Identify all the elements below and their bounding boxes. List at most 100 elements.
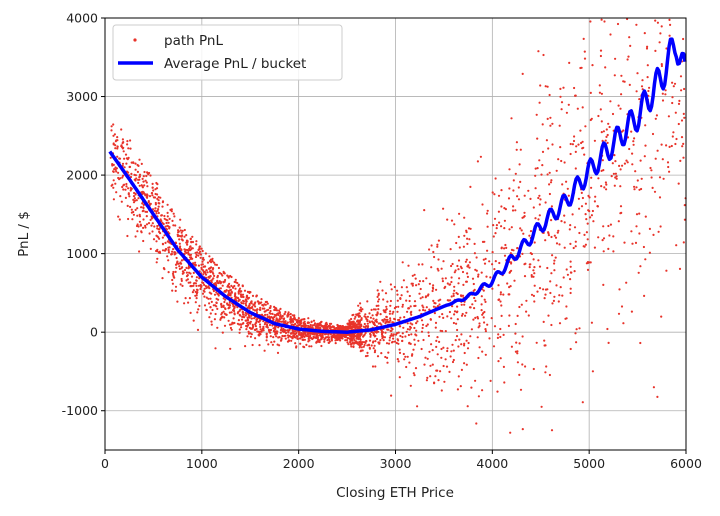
scatter-point <box>269 305 272 308</box>
scatter-point <box>183 235 186 238</box>
scatter-point <box>279 331 282 334</box>
scatter-point <box>183 302 186 305</box>
scatter-point <box>457 375 460 378</box>
scatter-point <box>591 370 595 373</box>
scatter-point <box>228 304 232 307</box>
scatter-point <box>478 346 481 349</box>
scatter-point <box>379 322 382 325</box>
scatter-point <box>121 162 125 165</box>
scatter-point <box>682 112 685 115</box>
scatter-point <box>560 159 563 163</box>
scatter-point <box>483 298 486 301</box>
scatter-point <box>274 327 277 331</box>
scatter-point <box>154 203 157 206</box>
scatter-point <box>602 225 605 228</box>
scatter-point <box>525 310 528 313</box>
scatter-point <box>201 249 204 253</box>
scatter-point <box>195 292 198 295</box>
scatter-point <box>250 317 253 320</box>
scatter-point <box>409 325 412 328</box>
scatter-point <box>374 319 377 322</box>
scatter-point <box>610 175 613 178</box>
scatter-point <box>232 305 235 308</box>
scatter-point <box>243 289 247 292</box>
scatter-point <box>227 275 230 278</box>
scatter-point <box>544 239 547 242</box>
scatter-point <box>393 318 397 321</box>
scatter-point <box>227 285 230 288</box>
scatter-point <box>372 333 375 337</box>
scatter-point <box>456 318 459 321</box>
scatter-point <box>626 161 629 164</box>
scatter-point <box>189 245 192 248</box>
scatter-point <box>228 306 231 309</box>
scatter-point <box>547 232 550 235</box>
scatter-point <box>665 269 668 272</box>
scatter-point <box>599 54 603 58</box>
scatter-point <box>499 293 502 296</box>
scatter-point <box>115 167 118 170</box>
scatter-point <box>405 286 408 289</box>
scatter-point <box>356 341 359 344</box>
scatter-point <box>569 287 572 290</box>
scatter-point <box>441 280 444 283</box>
scatter-point <box>600 120 603 123</box>
scatter-point <box>206 286 209 289</box>
scatter-point <box>312 319 316 322</box>
scatter-point <box>379 280 382 283</box>
scatter-point <box>336 323 339 327</box>
scatter-point <box>172 212 175 215</box>
scatter-point <box>544 371 547 374</box>
scatter-point <box>240 293 243 297</box>
scatter-point <box>323 325 326 328</box>
scatter-point <box>675 244 678 247</box>
scatter-point <box>562 276 565 279</box>
scatter-point <box>199 253 202 256</box>
scatter-point <box>402 279 405 282</box>
scatter-point <box>516 247 519 250</box>
scatter-point <box>134 174 137 177</box>
scatter-point <box>606 327 609 331</box>
scatter-point <box>441 313 444 316</box>
scatter-point <box>499 300 502 303</box>
scatter-point <box>549 124 552 127</box>
scatter-point <box>370 344 373 347</box>
scatter-point <box>612 250 615 253</box>
scatter-point <box>379 313 382 316</box>
scatter-point <box>167 248 170 251</box>
scatter-point <box>678 99 681 102</box>
scatter-point <box>584 213 587 216</box>
scatter-point <box>178 226 181 229</box>
scatter-point <box>358 309 361 312</box>
scatter-point <box>202 269 205 272</box>
scatter-point <box>471 277 475 280</box>
scatter-point <box>480 271 483 274</box>
scatter-point <box>429 364 432 367</box>
scatter-point <box>605 135 608 138</box>
legend-box <box>112 24 343 81</box>
scatter-point <box>171 272 175 275</box>
scatter-point <box>203 287 206 290</box>
scatter-point <box>259 302 262 305</box>
scatter-point <box>660 63 663 66</box>
scatter-point <box>553 295 556 298</box>
scatter-point <box>161 205 164 208</box>
scatter-point <box>163 214 166 218</box>
scatter-point <box>214 312 217 316</box>
scatter-point <box>146 194 149 197</box>
scatter-point <box>141 177 144 180</box>
scatter-point <box>673 82 677 85</box>
scatter-point <box>617 220 620 223</box>
scatter-point <box>601 159 604 162</box>
scatter-point <box>444 358 447 361</box>
scatter-point <box>401 335 404 339</box>
scatter-point <box>158 250 161 253</box>
scatter-point <box>147 222 151 225</box>
scatter-point <box>355 336 359 339</box>
scatter-point <box>674 142 677 146</box>
scatter-point <box>234 287 237 290</box>
scatter-point <box>497 284 500 287</box>
scatter-point <box>424 309 427 312</box>
scatter-point <box>249 322 252 325</box>
scatter-point <box>186 278 189 281</box>
